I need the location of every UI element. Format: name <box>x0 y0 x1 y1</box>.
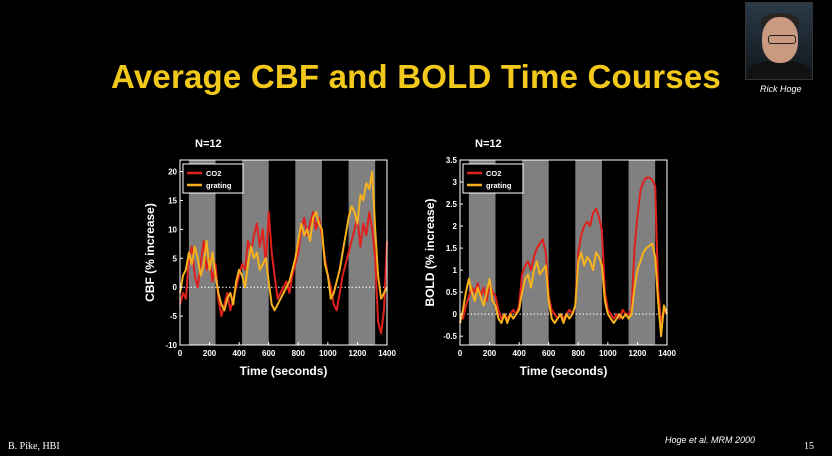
chart1-ytick-label: 3 <box>453 178 458 187</box>
chart0-xtick-label: 800 <box>292 349 306 358</box>
chart1-ytick-label: 1.5 <box>446 244 458 253</box>
chart1-ytick-label: 2.5 <box>446 200 458 209</box>
footer-author: B. Pike, HBI <box>8 441 60 452</box>
chart1-xlabel: Time (seconds) <box>520 364 608 378</box>
citation: Hoge et al. MRM 2000 <box>665 435 756 445</box>
chart1-ytick-label: 3.5 <box>446 156 458 165</box>
chart0-xtick-label: 1000 <box>319 349 337 358</box>
chart0-xtick-label: 400 <box>232 349 246 358</box>
chart0-ytick-label: -5 <box>170 312 178 321</box>
chart0-ytick-label: -10 <box>165 341 177 350</box>
chart1-legend-label-1: grating <box>486 181 512 190</box>
chart0-legend-box <box>182 163 244 194</box>
chart0-stimulus-block-3 <box>348 160 376 345</box>
chart1-ytick-label: 2 <box>453 222 458 231</box>
chart1-xtick-label: 800 <box>572 349 586 358</box>
chart0-ytick-label: 20 <box>168 168 177 177</box>
chart1-panel-title: N=12 <box>475 138 502 150</box>
chart0-xlabel: Time (seconds) <box>240 364 328 378</box>
chart0-xtick-label: 1400 <box>378 349 396 358</box>
chart1-legend-box <box>462 163 524 194</box>
chart0-xtick-label: 0 <box>178 349 183 358</box>
chart1-ytick-label: 0 <box>453 310 458 319</box>
photo-caption: Rick Hoge <box>760 84 802 94</box>
chart1-xtick-label: 600 <box>542 349 556 358</box>
chart0-xtick-label: 200 <box>203 349 217 358</box>
chart1-frame <box>459 159 668 346</box>
cbf-chart: 0 200 400 600 800 1000 1200 1400 -10 -5 0 5 10 15 20 N=… <box>143 138 396 378</box>
chart1-ytick-label: 0.5 <box>446 288 458 297</box>
chart0-legend-label-1: grating <box>206 181 232 190</box>
chart1-ytick-label: -0.5 <box>443 332 457 341</box>
chart1-ylabel: BOLD (% increase) <box>423 198 437 306</box>
chart1-legend-label-0: CO2 <box>486 169 501 178</box>
chart0-xtick-label: 1200 <box>349 349 367 358</box>
chart0-panel-title: N=12 <box>195 138 222 150</box>
chart0-stimulus-block-2 <box>295 160 322 345</box>
chart1-xtick-label: 1200 <box>629 349 647 358</box>
slide-title: Average CBF and BOLD Time Courses <box>111 58 721 95</box>
chart0-legend-label-0: CO2 <box>206 169 221 178</box>
chart1-stimulus-block-2 <box>575 160 602 345</box>
chart0-ylabel: CBF (% increase) <box>143 203 157 302</box>
presenter-photo <box>745 2 813 80</box>
chart1-ytick-label: 1 <box>453 266 458 275</box>
chart0-frame <box>179 159 388 346</box>
chart1-xtick-label: 400 <box>512 349 526 358</box>
slide-number: 15 <box>804 441 814 452</box>
chart0-ytick-label: 5 <box>173 254 178 263</box>
chart1-xtick-label: 0 <box>458 349 463 358</box>
chart0-ytick-label: 0 <box>173 283 178 292</box>
chart0-ytick-label: 10 <box>168 225 177 234</box>
chart1-xtick-label: 1000 <box>599 349 617 358</box>
chart1-xtick-label: 1400 <box>658 349 676 358</box>
chart0-series-grating <box>179 170 388 312</box>
chart1-series-co2 <box>459 176 668 324</box>
chart1-xtick-label: 200 <box>483 349 497 358</box>
chart1-series-grating <box>459 242 668 338</box>
chart0-xtick-label: 600 <box>262 349 276 358</box>
bold-chart: 0 200 400 600 800 1000 1200 1400-0.500.511.522.… <box>423 138 676 378</box>
chart0-ytick-label: 15 <box>168 196 177 205</box>
